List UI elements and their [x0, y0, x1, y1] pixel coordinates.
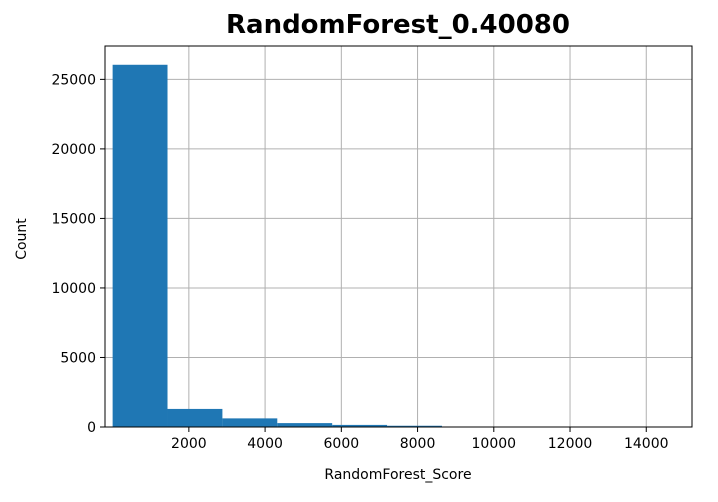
x-tick-label: 12000 — [548, 436, 593, 452]
x-tick-label: 10000 — [472, 436, 517, 452]
histogram-bar — [112, 64, 168, 427]
x-tick-label: 8000 — [400, 436, 436, 452]
y-tick-label: 10000 — [51, 281, 96, 297]
histogram-bar — [387, 425, 442, 427]
y-tick-label: 20000 — [51, 142, 96, 158]
x-tick-label: 14000 — [624, 436, 669, 452]
x-tick-label: 2000 — [171, 436, 207, 452]
y-tick-label: 5000 — [60, 350, 96, 366]
histogram-bars — [112, 64, 662, 427]
y-tick-label: 0 — [87, 420, 96, 436]
histogram-bar — [277, 423, 333, 427]
histogram-bar — [332, 424, 388, 427]
x-tick-label: 4000 — [247, 436, 283, 452]
x-tick-label: 6000 — [324, 436, 360, 452]
plot-frame — [104, 45, 693, 428]
histogram-bar — [167, 408, 223, 427]
y-axis-label: Count — [14, 218, 30, 260]
y-tick-label: 25000 — [51, 72, 96, 88]
chart-title: RandomForest_0.40080 — [226, 10, 570, 40]
axis-ticks: 2000 4000 6000 8000 10000 12000 14000 0 5000 1000… — [51, 72, 668, 452]
x-axis-label: RandomForest_Score — [324, 467, 471, 483]
grid-lines — [105, 46, 692, 428]
y-tick-label: 15000 — [51, 211, 96, 227]
histogram-bar — [222, 418, 278, 427]
